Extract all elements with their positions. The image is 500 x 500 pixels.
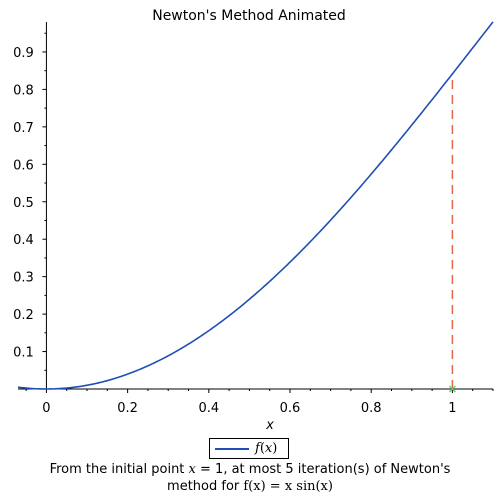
y-tick-label: 0.3 [13,271,34,286]
caption-line1-b: = 1, at most 5 iteration(s) of Newton's [195,462,451,477]
y-tick-label: 0.9 [13,46,34,61]
y-tick-label: 0.6 [13,158,34,173]
y-tick-label: 0.1 [13,346,34,361]
caption-formula: f(x) = x sin(x) [243,479,333,494]
chart-marks [17,21,494,393]
x-tick-label: 0.6 [280,401,301,416]
caption-line-2: method for f(x) = x sin(x) [0,478,500,495]
y-tick-label: 0.5 [13,196,34,211]
caption: From the initial point x = 1, at most 5 … [0,461,500,495]
x-tick-label: 0 [42,401,50,416]
legend-label: f(x) [255,441,278,456]
initial-point-marker [448,385,456,393]
legend-func: f [255,441,260,456]
x-axis-label: x [265,418,274,433]
y-tick-label: 0.8 [13,83,34,98]
axes: 0 0.2 0.4 0.6 0.8 1 0.1 0.2 0.3 0.4 0.5 0.6 0.7 0.8 0.… [13,22,494,416]
caption-var-x: x [188,462,196,477]
x-tick-label: 0.2 [117,401,138,416]
caption-line2-a: method for [167,479,244,494]
newton-plot: Newton's Method Animated 0 0.2 0.4 0.6 0.8 10… [13,8,494,433]
x-tick-label: 1 [448,401,456,416]
legend-arg: x [264,441,273,456]
y-tick-label: 0.4 [13,233,34,248]
legend: f(x) [209,438,289,459]
y-tick-label: 0.7 [13,121,34,136]
caption-line1-a: From the initial point [49,462,189,477]
series-line-f [17,21,494,390]
y-tick-label: 0.2 [13,308,34,323]
x-tick-label: 0.8 [361,401,382,416]
legend-swatch-f [215,447,249,450]
caption-line-1: From the initial point x = 1, at most 5 … [0,461,500,478]
chart-title: Newton's Method Animated [152,8,346,24]
x-tick-label: 0.4 [198,401,219,416]
